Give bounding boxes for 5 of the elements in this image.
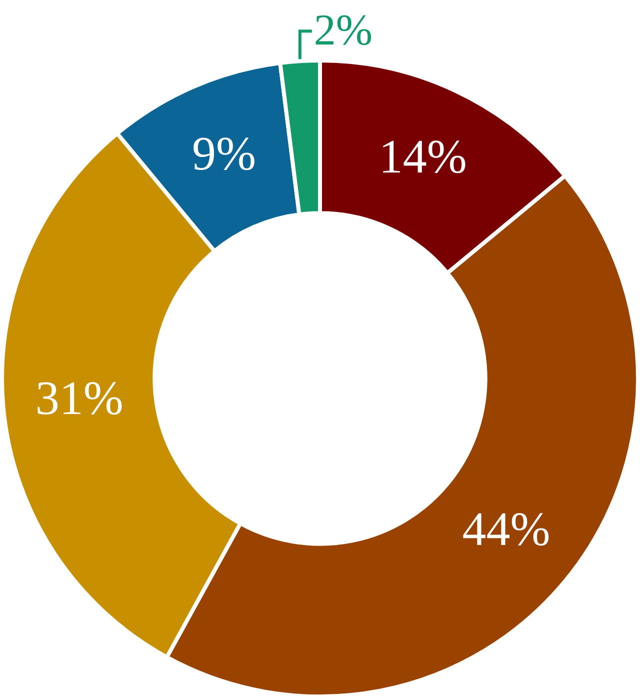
data-label: 9% [192,127,256,180]
data-label: 2% [314,6,373,55]
data-label: 14% [378,130,467,184]
data-label: 44% [462,503,550,556]
data-label: 31% [35,372,124,425]
